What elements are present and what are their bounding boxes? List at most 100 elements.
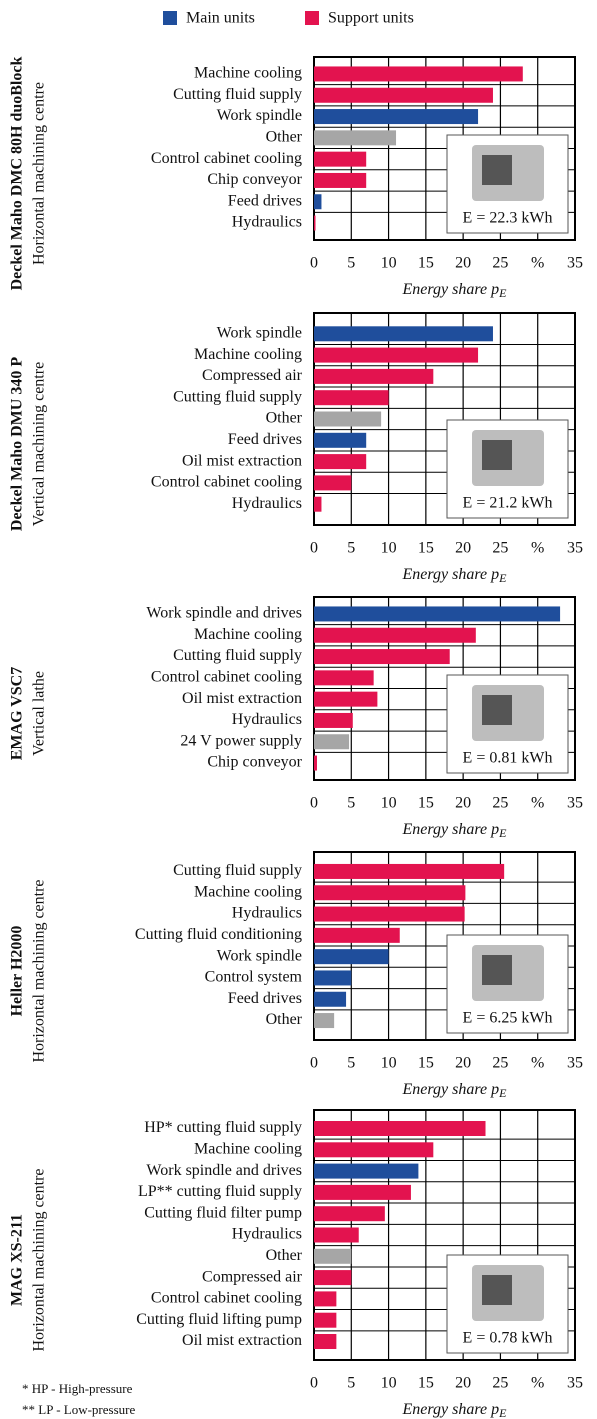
x-axis-label-text: Energy share p bbox=[402, 821, 500, 838]
bar bbox=[314, 432, 367, 448]
bar bbox=[314, 734, 350, 750]
bar bbox=[314, 1206, 385, 1222]
x-tick-label: 20 bbox=[455, 255, 471, 272]
bar bbox=[314, 496, 322, 512]
category-label: Machine cooling bbox=[194, 626, 302, 643]
category-label: 24 V power supply bbox=[180, 732, 302, 749]
bar bbox=[314, 172, 367, 188]
x-tick-label: 5 bbox=[347, 540, 355, 557]
bar bbox=[314, 906, 465, 922]
bar bbox=[314, 606, 561, 622]
category-label: Cutting fluid supply bbox=[173, 86, 302, 103]
bar bbox=[314, 109, 479, 125]
x-tick-label: 15 bbox=[418, 1375, 434, 1392]
bar bbox=[314, 66, 523, 82]
bar bbox=[314, 863, 505, 879]
energy-annotation: E = 21.2 kWh bbox=[463, 495, 553, 512]
bar bbox=[314, 1312, 337, 1328]
legend-label: Main units bbox=[186, 10, 255, 27]
bar bbox=[314, 411, 382, 427]
x-tick-label: 15 bbox=[418, 1055, 434, 1072]
category-label: Work spindle and drives bbox=[146, 1162, 302, 1179]
bar bbox=[314, 1163, 419, 1179]
x-tick-label: 25 bbox=[492, 1375, 508, 1392]
category-label: Other bbox=[266, 1247, 303, 1264]
bar bbox=[314, 326, 493, 342]
category-label: Work spindle and drives bbox=[146, 605, 302, 622]
category-label: Hydraulics bbox=[232, 711, 302, 728]
category-label: Oil mist extraction bbox=[182, 1332, 302, 1349]
category-label: Work spindle bbox=[217, 107, 302, 124]
x-tick-label: 35 bbox=[567, 1055, 583, 1072]
x-axis-label-sub: E bbox=[498, 1086, 507, 1100]
category-label: Cutting fluid supply bbox=[173, 647, 302, 664]
bar bbox=[314, 1291, 337, 1307]
bar bbox=[314, 390, 389, 406]
category-label: Compressed air bbox=[202, 1268, 303, 1285]
machine-photo-detail bbox=[482, 440, 512, 470]
x-axis-label: Energy share pE bbox=[402, 1401, 508, 1419]
x-tick-label: 35 bbox=[567, 540, 583, 557]
bar bbox=[314, 991, 347, 1007]
category-label: Cutting fluid filter pump bbox=[144, 1204, 302, 1221]
x-axis-label-sub: E bbox=[498, 1406, 507, 1419]
machine-photo-detail bbox=[482, 695, 512, 725]
category-label: Control cabinet cooling bbox=[151, 1290, 302, 1307]
bar bbox=[314, 970, 352, 986]
x-tick-label: 15 bbox=[418, 795, 434, 812]
x-tick-label: % bbox=[531, 255, 544, 272]
bar bbox=[314, 1270, 352, 1286]
bar bbox=[314, 151, 367, 167]
chart-subtitle: Vertical lathe bbox=[31, 671, 48, 756]
x-tick-label: 35 bbox=[567, 795, 583, 812]
x-tick-label: 0 bbox=[310, 255, 318, 272]
category-label: Feed drives bbox=[228, 990, 302, 1007]
energy-annotation: E = 6.25 kWh bbox=[463, 1010, 553, 1027]
bar bbox=[314, 949, 389, 965]
energy-annotation: E = 0.81 kWh bbox=[463, 750, 553, 767]
category-label: Oil mist extraction bbox=[182, 690, 302, 707]
category-label: Machine cooling bbox=[194, 1140, 302, 1157]
x-axis-label-text: Energy share p bbox=[402, 1081, 500, 1098]
x-axis-label-sub: E bbox=[498, 826, 507, 840]
x-tick-label: 10 bbox=[381, 540, 397, 557]
machine-photo-detail bbox=[482, 955, 512, 985]
category-label: Oil mist extraction bbox=[182, 452, 302, 469]
x-tick-label: 25 bbox=[492, 540, 508, 557]
bar bbox=[314, 755, 317, 771]
bar bbox=[314, 627, 476, 643]
category-label: Control cabinet cooling bbox=[151, 150, 302, 167]
x-tick-label: 10 bbox=[381, 1055, 397, 1072]
bar bbox=[314, 1142, 434, 1158]
category-label: Control cabinet cooling bbox=[151, 474, 302, 491]
plot-frame bbox=[313, 851, 576, 1041]
category-label: Work spindle bbox=[217, 947, 302, 964]
category-label: Control cabinet cooling bbox=[151, 669, 302, 686]
x-tick-label: 20 bbox=[455, 795, 471, 812]
category-label: Machine cooling bbox=[194, 65, 302, 82]
energy-annotation: E = 0.78 kWh bbox=[463, 1330, 553, 1347]
x-tick-label: 5 bbox=[347, 255, 355, 272]
bar bbox=[314, 87, 493, 103]
x-tick-label: 15 bbox=[418, 255, 434, 272]
x-tick-label: % bbox=[531, 1055, 544, 1072]
category-label: Control system bbox=[205, 969, 303, 986]
category-label: Cutting fluid conditioning bbox=[135, 926, 302, 943]
x-axis-label-text: Energy share p bbox=[402, 281, 500, 298]
x-axis-label-text: Energy share p bbox=[402, 566, 500, 583]
bar bbox=[314, 885, 466, 901]
x-tick-label: 10 bbox=[381, 255, 397, 272]
footnote: * HP - High-pressure bbox=[22, 1381, 133, 1396]
x-axis-label: Energy share pE bbox=[402, 1081, 508, 1100]
category-label: HP* cutting fluid supply bbox=[144, 1119, 302, 1136]
bar bbox=[314, 1184, 411, 1200]
bar bbox=[314, 475, 352, 491]
legend-swatch bbox=[305, 11, 319, 25]
category-label: Other bbox=[266, 1011, 303, 1028]
x-tick-label: 0 bbox=[310, 540, 318, 557]
chart-subtitle: Horizontal machining centre bbox=[31, 82, 48, 265]
bar bbox=[314, 670, 374, 686]
x-tick-label: 20 bbox=[455, 540, 471, 557]
category-label: Cutting fluid supply bbox=[173, 862, 302, 879]
category-label: Feed drives bbox=[228, 192, 302, 209]
